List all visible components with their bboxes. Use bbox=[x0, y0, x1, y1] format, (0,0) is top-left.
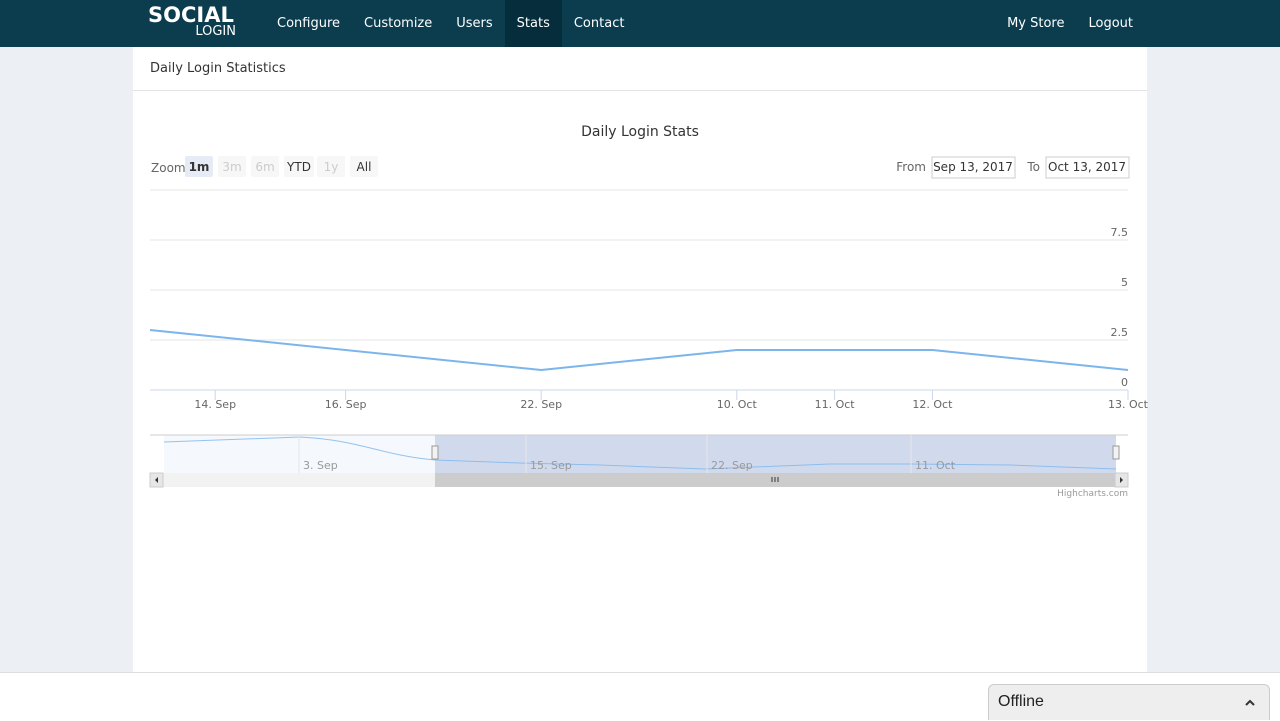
navigator-handle[interactable] bbox=[431, 445, 439, 460]
range-button[interactable] bbox=[185, 156, 213, 177]
nav-links: Configure Customize Users Stats Contact bbox=[265, 0, 636, 47]
logo[interactable]: SOCIAL LOGIN bbox=[148, 3, 236, 39]
to-value: Oct 13, 2017 bbox=[1048, 160, 1126, 174]
scrollbar-grip bbox=[771, 477, 779, 482]
nav-link[interactable]: Logout bbox=[1088, 16, 1133, 31]
x-tick-label: 13. Oct bbox=[1108, 398, 1149, 411]
range-button-label: All bbox=[357, 160, 372, 174]
navigator-series bbox=[163, 436, 1117, 470]
range-button[interactable] bbox=[284, 156, 314, 177]
navigator-label: 11. Oct bbox=[915, 459, 956, 472]
nav-link[interactable]: My Store bbox=[1007, 16, 1065, 31]
navigator-label: 22. Sep bbox=[711, 459, 753, 472]
chevron-icon bbox=[1245, 699, 1255, 706]
credits[interactable]: Highcharts.com bbox=[1057, 489, 1128, 499]
x-tick-label: 12. Oct bbox=[912, 398, 953, 411]
nav-right-links: My Store Logout bbox=[995, 0, 1145, 47]
x-tick-label: 22. Sep bbox=[520, 398, 562, 411]
chart: Daily Login Stats 3. Sep 15. Sep 22. Sep 11… bbox=[149, 124, 1149, 499]
range-button-label: 1m bbox=[189, 160, 210, 174]
navigator-label: 15. Sep bbox=[530, 459, 572, 472]
logo-bottom: LOGIN bbox=[195, 24, 236, 39]
range-button[interactable] bbox=[350, 156, 378, 177]
range-button bbox=[317, 156, 345, 177]
range-button bbox=[218, 156, 246, 177]
from-value: Sep 13, 2017 bbox=[933, 160, 1013, 174]
y-tick-label: 7.5 bbox=[1111, 226, 1129, 239]
y-tick-label: 2.5 bbox=[1111, 326, 1129, 339]
line-series bbox=[149, 329, 1129, 372]
range-button-label: YTD bbox=[286, 160, 311, 174]
y-tick-label: 0 bbox=[1121, 376, 1128, 389]
range-button-label: 3m bbox=[222, 160, 241, 174]
navigator-handle[interactable] bbox=[1112, 445, 1120, 460]
nav-link[interactable]: Users bbox=[456, 16, 493, 31]
y-tick-label: 5 bbox=[1121, 276, 1128, 289]
range-button-label: 1y bbox=[324, 160, 339, 174]
x-tick-label: 14. Sep bbox=[194, 398, 236, 411]
zoom-label: Zoom bbox=[151, 161, 186, 175]
from-input[interactable] bbox=[931, 156, 1016, 179]
to-label: To bbox=[1026, 160, 1040, 174]
x-tick-label: 11. Oct bbox=[815, 398, 856, 411]
arrow-icon bbox=[155, 477, 158, 483]
to-input[interactable] bbox=[1045, 156, 1130, 179]
chart-title: Daily Login Stats bbox=[581, 124, 699, 140]
panel-heading: Daily Login Statistics bbox=[133, 47, 1147, 91]
chat-status: Offline bbox=[998, 693, 1044, 710]
nav-link[interactable]: Customize bbox=[364, 16, 433, 31]
logo-top: SOCIAL bbox=[148, 3, 234, 27]
nav-link[interactable]: Configure bbox=[277, 16, 341, 31]
nav-link[interactable]: Stats bbox=[504, 0, 562, 47]
chat-widget[interactable]: Offline bbox=[988, 684, 1270, 720]
x-tick-label: 16. Sep bbox=[325, 398, 367, 411]
navbar: SOCIAL LOGIN Configure Customize Users Stat… bbox=[0, 0, 1280, 47]
range-button bbox=[251, 156, 279, 177]
from-label: From bbox=[896, 160, 926, 174]
arrow-icon bbox=[1120, 477, 1123, 483]
nav-link[interactable]: Contact bbox=[573, 16, 625, 31]
navigator-label: 3. Sep bbox=[303, 459, 338, 472]
x-tick-label: 10. Oct bbox=[717, 398, 758, 411]
range-button-label: 6m bbox=[255, 160, 274, 174]
